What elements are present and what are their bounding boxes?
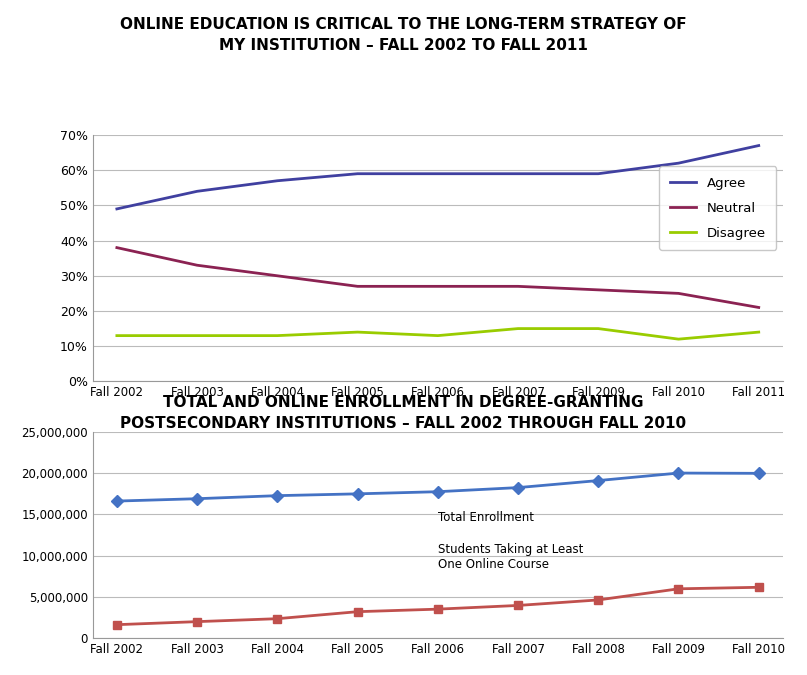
Legend: Agree, Neutral, Disagree: Agree, Neutral, Disagree [659,166,776,250]
Text: Total Enrollment: Total Enrollment [437,511,533,524]
Text: ONLINE EDUCATION IS CRITICAL TO THE LONG-TERM STRATEGY OF
MY INSTITUTION – FALL : ONLINE EDUCATION IS CRITICAL TO THE LONG… [120,17,687,53]
Text: Students Taking at Least
One Online Course: Students Taking at Least One Online Cour… [437,543,583,571]
Text: TOTAL AND ONLINE ENROLLMENT IN DEGREE-GRANTING
POSTSECONDARY INSTITUTIONS – FALL: TOTAL AND ONLINE ENROLLMENT IN DEGREE-GR… [120,395,687,431]
